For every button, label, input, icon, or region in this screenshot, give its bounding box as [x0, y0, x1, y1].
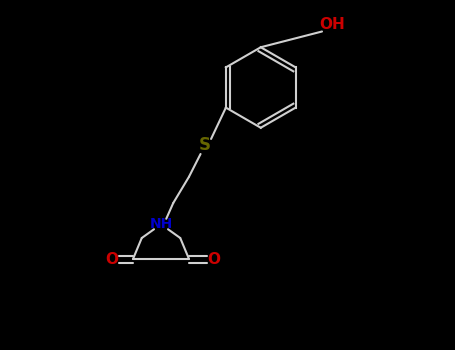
Text: OH: OH [319, 17, 345, 32]
Text: O: O [207, 252, 220, 266]
Text: O: O [106, 252, 118, 266]
Text: S: S [199, 136, 211, 154]
Text: NH: NH [149, 217, 172, 231]
